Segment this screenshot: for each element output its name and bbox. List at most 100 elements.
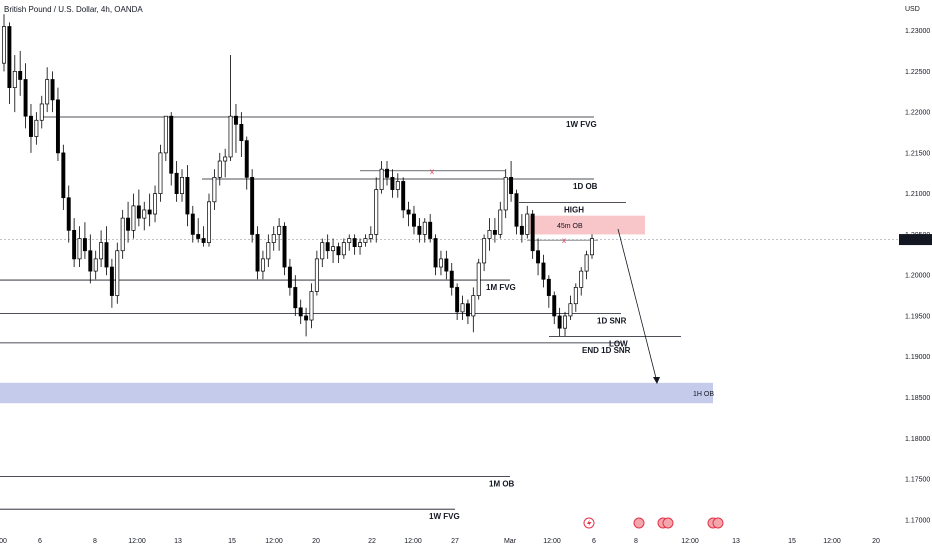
candle-body (82, 238, 87, 252)
us-flag-event-icon[interactable] (712, 517, 724, 529)
candle-body (519, 225, 524, 235)
candle-body (584, 254, 589, 272)
candle-body (401, 181, 406, 211)
candle-body (492, 229, 497, 235)
markers-layer: xx (430, 167, 566, 245)
candle-body (72, 229, 77, 260)
x-axis[interactable]: 00 6 8 12:00 13 15 12:00 20 22 12:00 27 Mar 12:00 6 8 1… (0, 538, 880, 545)
candle-body (428, 221, 433, 239)
candle-body (557, 315, 562, 329)
y-tick-label: 1.17500 (905, 477, 930, 484)
candle-body (223, 156, 228, 162)
candle-body (471, 295, 476, 317)
y-tick-label: 1.21000 (905, 191, 930, 198)
candle-body (509, 176, 514, 195)
candle-body (438, 258, 443, 268)
candle-body (460, 303, 465, 313)
y-tick-label: 1.19000 (905, 354, 930, 361)
candle-body (66, 197, 71, 231)
candle-body (153, 193, 158, 215)
candle-body (573, 287, 578, 305)
candle-body (169, 115, 174, 174)
candle-body (498, 209, 503, 235)
candle-body (379, 168, 384, 190)
zone-label: 45m OB (557, 223, 583, 230)
candle-body (217, 160, 222, 178)
candle-body (233, 115, 238, 125)
candle-body (309, 291, 314, 321)
candle-body (546, 278, 551, 296)
sweep-marker: x (562, 236, 566, 245)
candle-body (255, 234, 260, 272)
candle-body (190, 213, 195, 235)
candle-body (568, 303, 573, 317)
candle-body (368, 234, 373, 239)
level-label: 1D SNR (597, 317, 627, 326)
candle-body (433, 238, 438, 268)
candle-body (444, 258, 449, 272)
candle-body (18, 70, 23, 80)
candle-body (482, 238, 487, 264)
x-tick-label: 12:00 (265, 538, 283, 545)
candle-body (320, 242, 325, 260)
candle-body (422, 221, 427, 235)
x-tick-label: 12:00 (404, 538, 422, 545)
candle-body (374, 189, 379, 235)
candle-body (88, 250, 93, 272)
us-flag-event-icon[interactable] (662, 517, 674, 529)
candle-body (244, 140, 249, 178)
candle-body (260, 258, 265, 272)
candle-body (104, 242, 109, 268)
candle-body (158, 152, 163, 195)
candle-body (99, 242, 104, 260)
level-label: 1D OB (573, 182, 598, 191)
candle-body (34, 119, 39, 137)
x-tick-label: 6 (592, 538, 596, 545)
candle-body (109, 266, 114, 296)
candle-body (563, 315, 567, 329)
x-tick-label: 8 (634, 538, 638, 545)
candle-body (23, 79, 28, 117)
candle-body (277, 225, 282, 235)
candle-body (395, 181, 400, 190)
candle-body (126, 217, 131, 231)
y-tick-label: 1.21500 (905, 150, 930, 157)
candle-body (250, 176, 255, 235)
lightning-glyph (587, 519, 592, 527)
current-price-badge (899, 234, 932, 246)
level-label: HIGH (564, 206, 584, 215)
x-tick-label: 20 (872, 538, 880, 545)
candle-body (514, 193, 519, 227)
candle-body (266, 242, 271, 260)
candle-body (29, 115, 33, 137)
candle-body (287, 266, 292, 288)
candle-body (12, 70, 17, 89)
candle-body (390, 176, 395, 190)
candle-body (239, 123, 244, 142)
candle-body (207, 201, 211, 243)
us-flag-event-icon[interactable] (633, 517, 645, 529)
level-label: 1M FVG (486, 283, 516, 292)
candle-body (282, 225, 287, 268)
currency-label: USD (905, 6, 920, 13)
projection-arrow (617, 228, 658, 383)
candle-body (298, 307, 303, 317)
x-tick-label: 27 (451, 538, 459, 545)
candle-body (503, 176, 508, 211)
candle-body (449, 270, 454, 288)
x-tick-label: 13 (174, 538, 182, 545)
level-label: 1W FVG (566, 120, 597, 129)
candle-body (120, 217, 125, 252)
candle-body (352, 238, 357, 248)
y-tick-label: 1.18500 (905, 395, 930, 402)
candle-body (77, 238, 82, 260)
y-tick-label: 1.23000 (905, 28, 930, 35)
y-tick-label: 1.22500 (905, 69, 930, 76)
y-axis[interactable]: 1.230001.225001.220001.215001.210001.205… (905, 28, 930, 524)
candle-body (314, 258, 319, 292)
candle-body (142, 209, 147, 219)
candle-body (358, 242, 363, 248)
candle-body (50, 79, 55, 101)
